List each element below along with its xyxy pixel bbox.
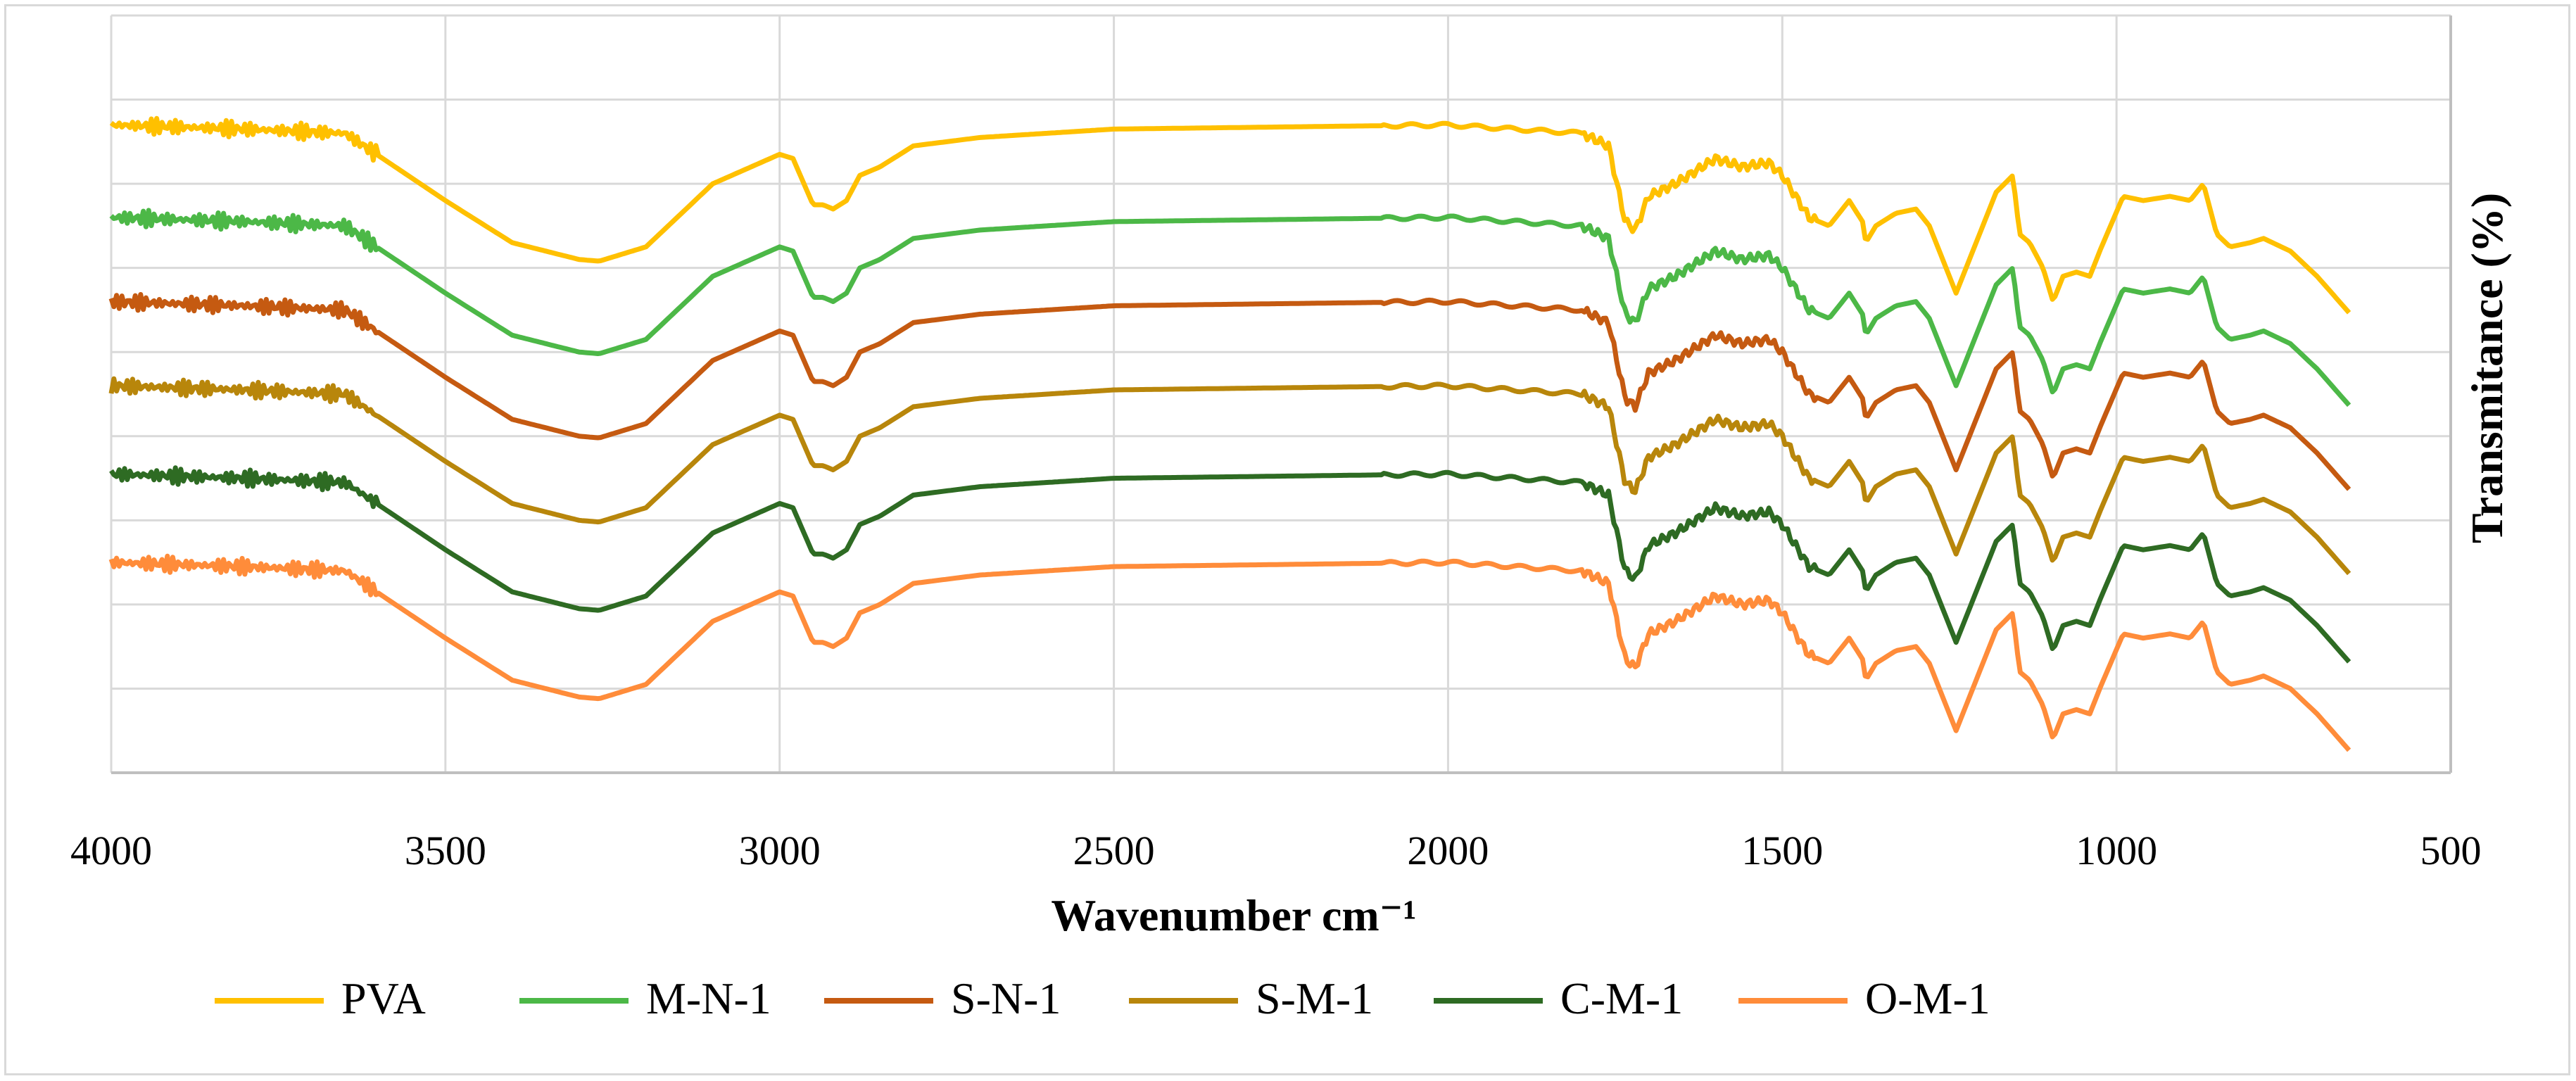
x-tick-label: 3000 — [739, 828, 821, 873]
legend-label: S-N-1 — [951, 973, 1061, 1023]
x-tick-labels: 4000 3500 3000 2500 2000 1500 1000 500 — [70, 828, 2482, 873]
legend: PVA M-N-1 S-N-1 S-M-1 C-M-1 O-M-1 — [215, 973, 1990, 1023]
legend-label: C-M-1 — [1560, 973, 1683, 1023]
x-tick-label: 1500 — [1741, 828, 1823, 873]
x-tick-label: 2000 — [1407, 828, 1489, 873]
grid — [110, 14, 2452, 773]
series-line-pva — [109, 115, 2351, 315]
x-tick-label: 1000 — [2076, 828, 2157, 873]
series-line-o-m-1 — [108, 553, 2351, 752]
series-line-m-n-1 — [109, 208, 2351, 407]
series-group — [108, 115, 2351, 752]
x-tick-label: 3500 — [405, 828, 486, 873]
x-tick-label: 2500 — [1073, 828, 1155, 873]
axes — [111, 15, 2452, 774]
series-line-s-n-1 — [108, 292, 2351, 491]
legend-label: S-M-1 — [1256, 973, 1373, 1023]
series-line-s-m-1 — [108, 376, 2351, 576]
x-tick-label: 500 — [2420, 828, 2482, 873]
series-line-c-m-1 — [109, 465, 2351, 664]
legend-label: PVA — [341, 973, 426, 1023]
x-axis-label: Wavenumber cm⁻¹ — [1051, 890, 1416, 940]
legend-label: O-M-1 — [1865, 973, 1990, 1023]
y-axis-label: Transmitance (%) — [2462, 193, 2512, 543]
chart-frame — [4, 4, 2570, 1075]
x-tick-label: 4000 — [70, 828, 152, 873]
legend-label: M-N-1 — [646, 973, 771, 1023]
